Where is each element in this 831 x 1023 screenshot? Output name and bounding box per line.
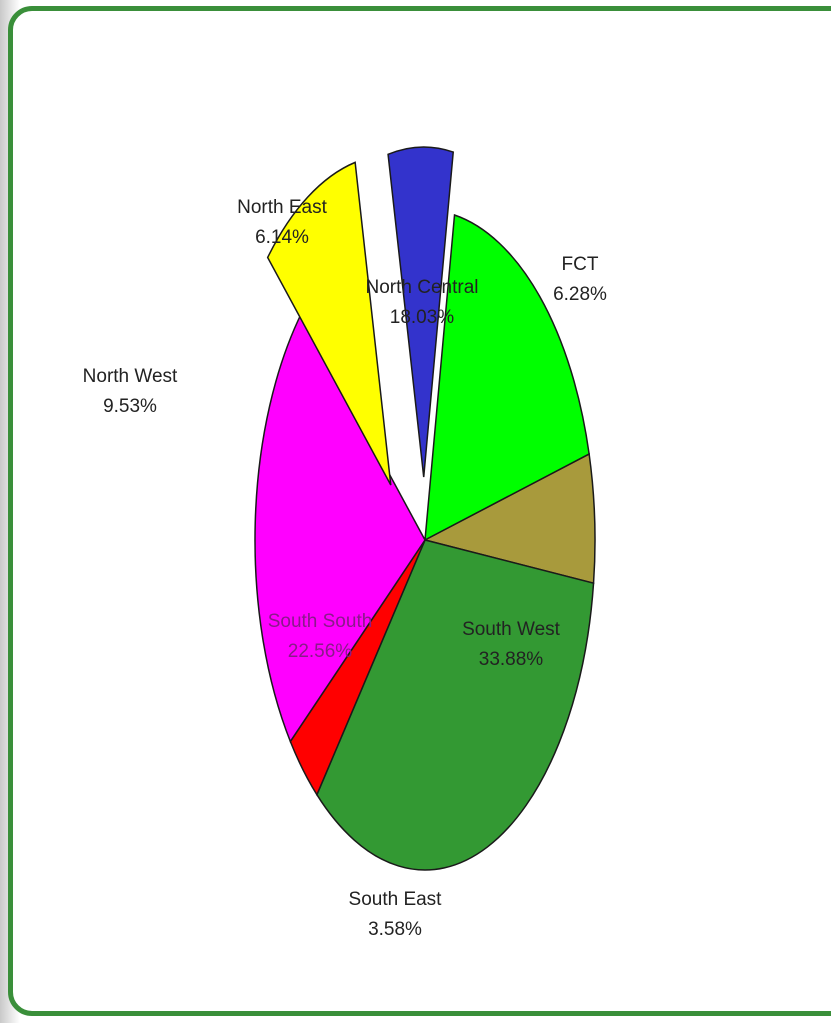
slice-percent: 33.88% — [479, 649, 544, 670]
pie-slice-north-central — [424, 213, 590, 542]
pie-slice-south-west — [316, 539, 595, 871]
slice-label-south-south: South South 22.56% — [268, 611, 373, 662]
pie-slice-south-south — [254, 310, 426, 744]
slice-label-fct: FCT 6.28% — [553, 254, 607, 305]
pie-slice-north-east — [387, 146, 455, 478]
slice-label-north-central: North Central 18.03% — [366, 277, 479, 328]
slice-label-north-east: North East 6.14% — [237, 197, 327, 248]
slice-name: South West — [462, 619, 561, 640]
slice-percent: 22.56% — [288, 641, 353, 662]
slice-name: South East — [349, 889, 443, 910]
slice-name: North West — [83, 366, 178, 387]
slice-percent: 9.53% — [103, 396, 157, 417]
slice-name: North East — [237, 197, 327, 218]
slice-label-south-east: South East 3.58% — [349, 889, 443, 940]
slice-percent: 3.58% — [368, 919, 422, 940]
pie-slice-fct — [422, 452, 596, 585]
slice-label-north-west: North West 9.53% — [83, 366, 178, 417]
slice-percent: 6.28% — [553, 284, 607, 305]
slice-name: FCT — [562, 254, 599, 275]
slice-percent: 18.03% — [390, 307, 455, 328]
pie-slice-north-west — [266, 161, 392, 486]
slice-label-south-west: South West 33.88% — [462, 619, 561, 670]
slice-name: North Central — [366, 277, 479, 298]
slice-name: South South — [268, 611, 373, 632]
slice-percent: 6.14% — [255, 227, 309, 248]
